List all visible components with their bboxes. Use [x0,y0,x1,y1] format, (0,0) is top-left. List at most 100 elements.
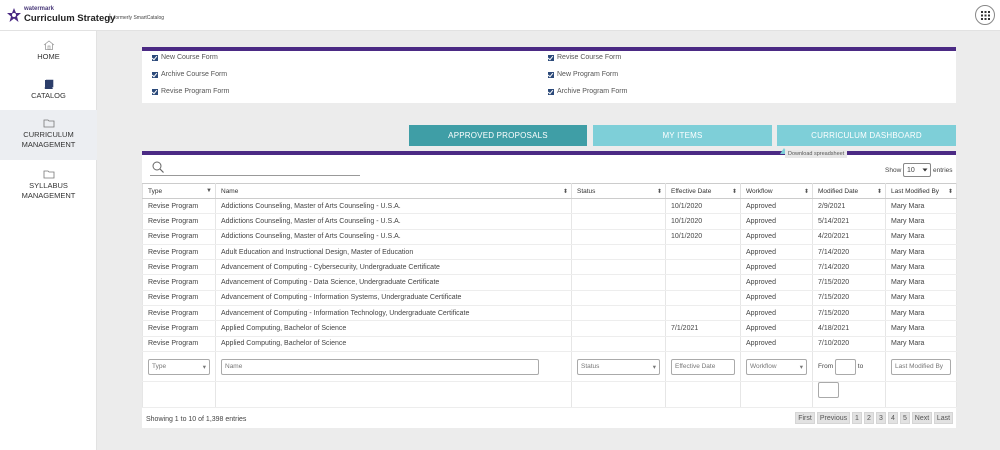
archive-program-form-link[interactable]: Archive Program Form [548,88,627,95]
home-icon [43,40,54,50]
cell-modified-date: 7/14/2020 [812,244,886,261]
cell-workflow: Approved [740,259,813,276]
modified-to-input[interactable] [818,381,839,398]
cell-effective-date [665,290,741,307]
cell-effective-date [665,259,741,276]
name-filter-input[interactable]: Name [221,358,539,375]
table-row[interactable]: Revise Program Advancement of Computing -… [142,274,957,291]
form-check-icon [152,88,158,95]
cell-type: Revise Program [142,274,216,291]
search-icon [152,161,164,173]
tab-approved-proposals[interactable]: APPROVED PROPOSALS [409,125,587,146]
cell-name: Advancement of Computing - Information T… [215,305,572,322]
new-course-form-link[interactable]: New Course Form [152,54,218,61]
column-header-workflow[interactable]: Workflow ⬍ [740,183,813,199]
chevron-down-icon: ▾ [202,363,206,371]
sidebar-item-curriculum-management[interactable]: CURRICULUM MANAGEMENT [0,110,97,160]
new-program-form-link[interactable]: New Program Form [548,71,618,78]
table-row[interactable]: Revise Program Advancement of Computing -… [142,290,957,307]
watermark-logo-icon [7,8,21,22]
pager-page-4-button[interactable]: 4 [888,412,898,424]
table-row[interactable]: Revise Program Addictions Counseling, Mas… [142,213,957,230]
cell-last-modified-by: Mary Mara [885,336,957,352]
cell-status [571,213,666,230]
cell-last-modified-by: Mary Mara [885,244,957,261]
cell-modified-date: 7/14/2020 [812,259,886,276]
cell-status [571,259,666,276]
sidebar-item-label-line1: CURRICULUM [23,130,74,139]
column-header-name[interactable]: Name ⬍ [215,183,572,199]
filter-row: Type ▾ Name Status ▾ Effective Date Workfl… [142,351,957,382]
cell-workflow: Approved [740,198,813,215]
type-filter-select[interactable]: Type ▾ [148,358,210,375]
brand-name: Curriculum Strategy [24,13,116,24]
archive-course-form-link[interactable]: Archive Course Form [152,71,227,78]
pager-last-button[interactable]: Last [934,412,953,424]
cell-effective-date [665,305,741,322]
pager-page-3-button[interactable]: 3 [876,412,886,424]
workflow-filter-select[interactable]: Workflow ▾ [746,358,807,375]
column-header-status[interactable]: Status ⬍ [571,183,666,199]
table-row[interactable]: Revise Program Applied Computing, Bachelo… [142,320,957,337]
apps-grid-button[interactable] [975,5,995,25]
cell-last-modified-by: Mary Mara [885,305,957,322]
pager-previous-button[interactable]: Previous [817,412,850,424]
sort-icon: ⬍ [731,189,737,195]
table-top-bar [142,151,956,155]
cell-last-modified-by: Mary Mara [885,198,957,215]
cell-last-modified-by: Mary Mara [885,259,957,276]
revise-course-form-link[interactable]: Revise Course Form [548,54,621,61]
table-row[interactable]: Revise Program Addictions Counseling, Mas… [142,229,957,245]
pager-page-1-button[interactable]: 1 [852,412,862,424]
pager-page-2-button[interactable]: 2 [864,412,874,424]
cell-effective-date [665,274,741,291]
cell-type: Revise Program [142,213,216,230]
column-header-modified-date[interactable]: Modified Date ⬍ [812,183,886,199]
brand-formerly: formerly SmartCatalog [114,15,165,21]
tab-my-items[interactable]: MY ITEMS [593,125,772,146]
pager-first-button[interactable]: First [795,412,815,424]
proposals-table: Type ▼ Name ⬍ Status ⬍ Effective Date ⬍ Work… [142,183,957,408]
sidebar-item-label-line2: MANAGEMENT [21,191,76,200]
tab-curriculum-dashboard[interactable]: CURRICULUM DASHBOARD [777,125,956,146]
table-row[interactable]: Revise Program Advancement of Computing -… [142,305,957,322]
cell-status [571,290,666,307]
cell-effective-date [665,244,741,261]
search-box [150,160,360,176]
column-header-last-modified-by[interactable]: Last Modified By ⬍ [885,183,957,199]
table-row[interactable]: Revise Program Addictions Counseling, Mas… [142,198,957,215]
modified-from-input[interactable] [834,358,856,375]
status-filter-select[interactable]: Status ▾ [577,358,660,375]
cell-workflow: Approved [740,305,813,322]
sidebar-item-syllabus-management[interactable]: SYLLABUS MANAGEMENT [0,169,97,209]
cell-workflow: Approved [740,274,813,291]
cell-modified-date: 7/15/2020 [812,305,886,322]
sidebar-item-catalog[interactable]: CATALOG [0,79,97,111]
pager-page-5-button[interactable]: 5 [900,412,910,424]
entries-label: entries [933,167,953,174]
table-row[interactable]: Revise Program Adult Education and Instru… [142,244,957,261]
effective-date-filter-input[interactable]: Effective Date [671,358,735,375]
column-header-type[interactable]: Type ▼ [142,183,216,199]
sidebar-item-label: HOME [37,52,60,61]
last-modified-by-filter-input[interactable]: Last Modified By [891,358,951,375]
table-row[interactable]: Revise Program Advancement of Computing -… [142,259,957,276]
search-input[interactable] [166,160,356,174]
table-body: Revise Program Addictions Counseling, Mas… [142,198,957,352]
entries-select-value: 10 [907,166,915,174]
table-row[interactable]: Revise Program Applied Computing, Bachelo… [142,336,957,352]
pager-next-button[interactable]: Next [912,412,932,424]
sidebar-item-label-line2: MANAGEMENT [21,140,76,149]
chevron-down-icon: ▾ [799,363,803,371]
cell-type: Revise Program [142,336,216,352]
column-header-effective-date[interactable]: Effective Date ⬍ [665,183,741,199]
cell-type: Revise Program [142,320,216,337]
sidebar-item-home[interactable]: HOME [0,40,97,72]
brand-watermark: watermark [24,6,55,12]
revise-program-form-link[interactable]: Revise Program Form [152,88,229,95]
cell-status [571,198,666,215]
cell-name: Advancement of Computing - Information S… [215,290,572,307]
cell-type: Revise Program [142,290,216,307]
entries-select[interactable]: 10 [903,163,931,177]
form-check-icon [152,54,158,61]
